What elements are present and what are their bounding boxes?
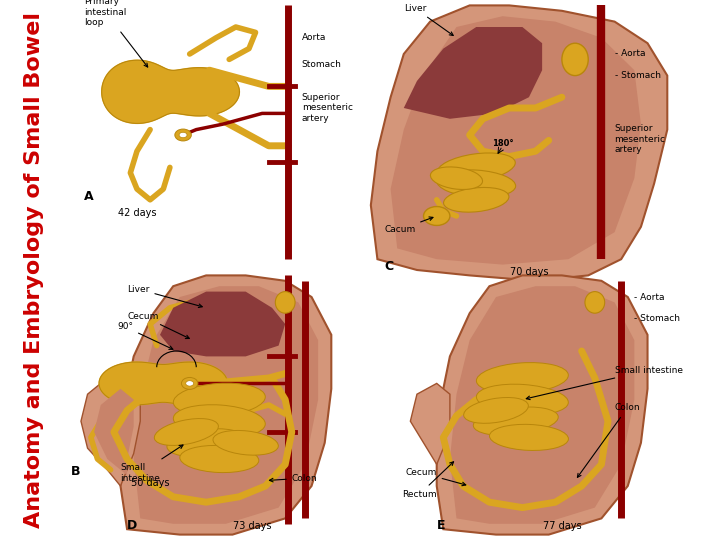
Text: Cecum: Cecum [405, 468, 466, 485]
Text: Rectum: Rectum [402, 462, 454, 499]
Polygon shape [410, 383, 450, 464]
Ellipse shape [477, 384, 568, 415]
Ellipse shape [464, 397, 528, 423]
Polygon shape [390, 16, 641, 265]
Ellipse shape [423, 206, 450, 226]
Text: Primary
intestinal
loop: Primary intestinal loop [84, 0, 148, 67]
Text: 77 days: 77 days [543, 521, 581, 531]
Text: 180°: 180° [492, 139, 513, 148]
Polygon shape [99, 362, 228, 405]
Ellipse shape [275, 292, 295, 313]
Text: Superior
mesenteric
artery: Superior mesenteric artery [615, 124, 665, 154]
Ellipse shape [444, 187, 509, 212]
Ellipse shape [585, 292, 605, 313]
Text: Anatomy and Embryology of Small Bowel: Anatomy and Embryology of Small Bowel [24, 12, 44, 528]
Text: 90°: 90° [117, 322, 173, 349]
Text: 70 days: 70 days [510, 267, 548, 278]
Ellipse shape [175, 129, 192, 141]
Text: Small
intestine: Small intestine [120, 445, 183, 483]
Text: - Stomach: - Stomach [634, 314, 680, 323]
Polygon shape [81, 373, 140, 486]
Polygon shape [437, 275, 647, 535]
Text: Aorta: Aorta [302, 33, 326, 42]
Text: Stomach: Stomach [302, 60, 341, 69]
Ellipse shape [154, 418, 218, 445]
Ellipse shape [181, 377, 198, 389]
Polygon shape [102, 60, 240, 124]
Text: - Aorta: - Aorta [634, 293, 665, 301]
Text: Colon: Colon [577, 403, 640, 477]
Ellipse shape [167, 429, 246, 457]
Ellipse shape [174, 404, 265, 438]
Ellipse shape [180, 446, 258, 472]
Ellipse shape [562, 43, 588, 76]
Text: - Stomach: - Stomach [615, 71, 660, 80]
Text: Cacum: Cacum [384, 217, 433, 234]
Polygon shape [134, 286, 318, 524]
Polygon shape [94, 389, 134, 475]
Text: A: A [84, 190, 94, 203]
Text: Superior
mesenteric
artery: Superior mesenteric artery [302, 93, 353, 123]
Text: Colon: Colon [269, 474, 318, 483]
Text: Liver: Liver [127, 285, 202, 307]
Text: 73 days: 73 days [233, 521, 271, 531]
Ellipse shape [437, 170, 516, 197]
Ellipse shape [186, 381, 194, 386]
Text: 42 days: 42 days [117, 208, 156, 218]
Ellipse shape [179, 132, 187, 138]
Ellipse shape [473, 407, 558, 435]
Polygon shape [404, 27, 542, 119]
Polygon shape [371, 5, 667, 281]
Ellipse shape [437, 153, 516, 182]
Text: - Aorta: - Aorta [615, 50, 645, 58]
Ellipse shape [213, 430, 279, 455]
Text: Small intestine: Small intestine [526, 366, 683, 400]
Text: 50 days: 50 days [131, 478, 169, 488]
Text: Liver: Liver [404, 4, 453, 36]
Text: Cecum: Cecum [127, 312, 189, 339]
Ellipse shape [477, 362, 568, 394]
Text: E: E [437, 519, 445, 532]
Text: C: C [384, 260, 393, 273]
Ellipse shape [431, 167, 482, 190]
Polygon shape [450, 286, 634, 524]
Polygon shape [160, 292, 285, 356]
Polygon shape [120, 275, 331, 535]
Text: B: B [71, 465, 81, 478]
Ellipse shape [174, 383, 265, 416]
Text: D: D [127, 519, 138, 532]
Ellipse shape [490, 424, 568, 450]
